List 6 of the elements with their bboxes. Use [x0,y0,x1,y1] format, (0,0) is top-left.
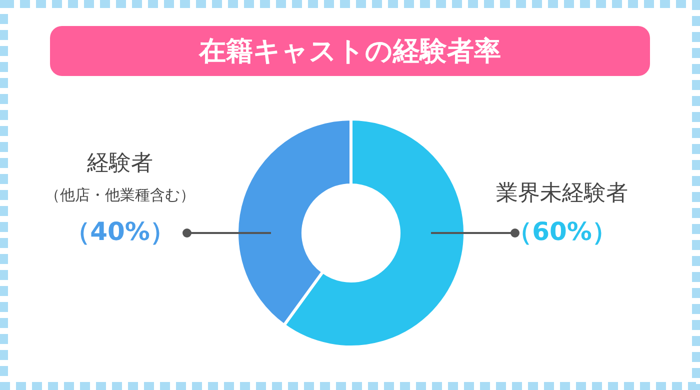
slice-label: 業界未経験者 [496,181,628,206]
data-label: （40%） [65,217,175,246]
chart-title: 在籍キャストの経験者率 [198,36,501,67]
slice-label: 経験者 [86,151,153,176]
data-label: （60%） [507,217,617,246]
text: （他店・他業種含む） [45,186,195,204]
